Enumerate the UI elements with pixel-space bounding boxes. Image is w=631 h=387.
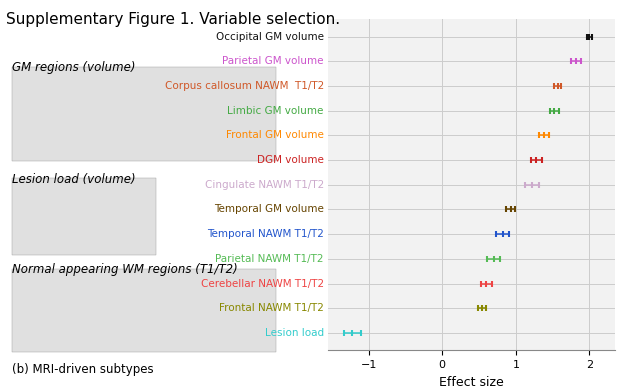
FancyBboxPatch shape (12, 67, 276, 161)
Text: Lesion load (volume): Lesion load (volume) (12, 173, 136, 186)
Text: Frontal NAWM T1/T2: Frontal NAWM T1/T2 (219, 303, 324, 313)
Text: DGM volume: DGM volume (257, 155, 324, 165)
Text: (b) MRI-driven subtypes: (b) MRI-driven subtypes (12, 363, 153, 376)
Text: Limbic GM volume: Limbic GM volume (227, 106, 324, 116)
Text: Temporal NAWM T1/T2: Temporal NAWM T1/T2 (207, 229, 324, 239)
Text: Frontal GM volume: Frontal GM volume (226, 130, 324, 140)
Text: Lesion load: Lesion load (264, 328, 324, 338)
Text: Occipital GM volume: Occipital GM volume (216, 32, 324, 42)
FancyBboxPatch shape (12, 178, 156, 255)
Text: Normal appearing WM regions (T1/T2): Normal appearing WM regions (T1/T2) (12, 263, 238, 276)
Text: Temporal GM volume: Temporal GM volume (214, 204, 324, 214)
Text: Supplementary Figure 1. Variable selection.: Supplementary Figure 1. Variable selecti… (6, 12, 341, 27)
Text: Cingulate NAWM T1/T2: Cingulate NAWM T1/T2 (204, 180, 324, 190)
Text: GM regions (volume): GM regions (volume) (12, 61, 136, 74)
X-axis label: Effect size: Effect size (439, 375, 504, 387)
FancyBboxPatch shape (12, 269, 276, 352)
Text: Cerebellar NAWM T1/T2: Cerebellar NAWM T1/T2 (201, 279, 324, 289)
Text: Parietal GM volume: Parietal GM volume (222, 57, 324, 66)
Text: Parietal NAWM T1/T2: Parietal NAWM T1/T2 (215, 254, 324, 264)
Text: Corpus callosum NAWM  T1/T2: Corpus callosum NAWM T1/T2 (165, 81, 324, 91)
